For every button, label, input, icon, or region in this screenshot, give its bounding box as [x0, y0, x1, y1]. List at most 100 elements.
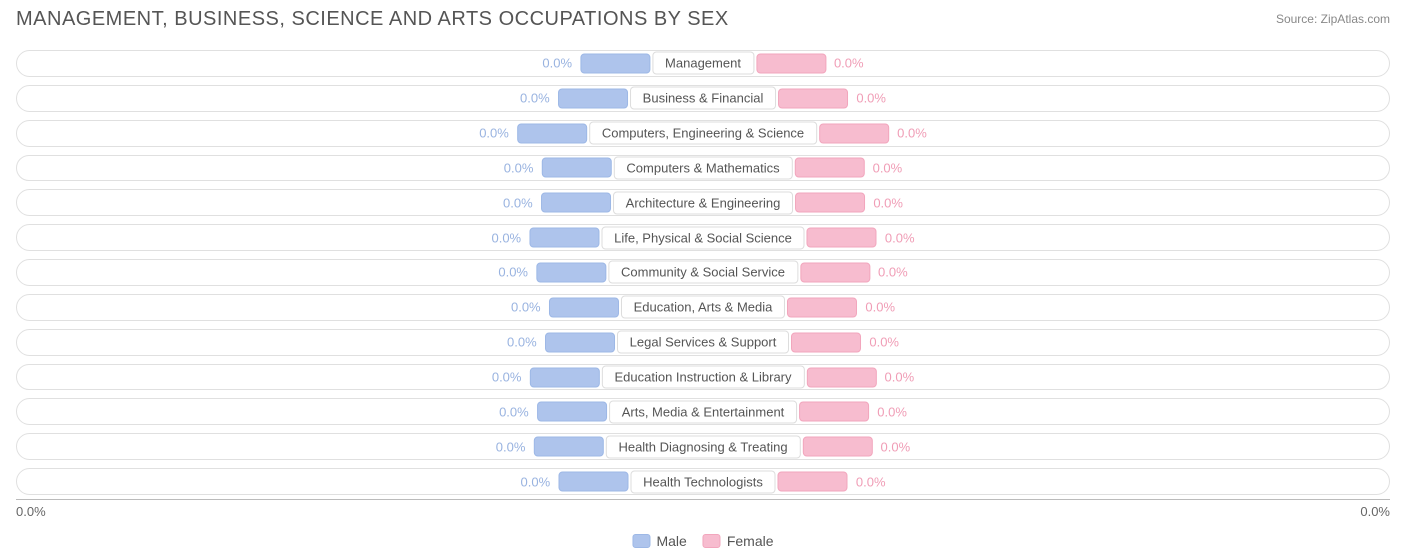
axis-label-right: 0.0% [1360, 504, 1390, 519]
male-bar [558, 472, 628, 492]
female-value: 0.0% [848, 91, 894, 106]
female-value: 0.0% [873, 439, 919, 454]
category-label: Legal Services & Support [617, 331, 790, 354]
row-track: 0.0% Architecture & Engineering 0.0% [16, 189, 1390, 216]
male-value: 0.0% [491, 404, 537, 419]
male-bar [529, 228, 599, 248]
female-bar [791, 332, 861, 352]
male-value: 0.0% [499, 335, 545, 350]
female-bar [795, 158, 865, 178]
row-center-group: 0.0% Arts, Media & Entertainment 0.0% [491, 400, 915, 423]
row-center-group: 0.0% Health Technologists 0.0% [512, 470, 893, 493]
legend: Male Female [632, 533, 773, 549]
male-bar [517, 123, 587, 143]
male-bar [541, 158, 611, 178]
female-value: 0.0% [877, 370, 923, 385]
row-center-group: 0.0% Life, Physical & Social Science 0.0% [483, 226, 922, 249]
row-center-group: 0.0% Computers, Engineering & Science 0.0% [471, 122, 935, 145]
female-value: 0.0% [870, 265, 916, 280]
source-label: Source: [1276, 12, 1317, 26]
row-center-group: 0.0% Education, Arts & Media 0.0% [503, 296, 903, 319]
row-track: 0.0% Health Technologists 0.0% [16, 468, 1390, 495]
female-value: 0.0% [869, 404, 915, 419]
female-bar [756, 53, 826, 73]
female-value: 0.0% [848, 474, 894, 489]
row-track: 0.0% Education Instruction & Library 0.0% [16, 364, 1390, 391]
row-center-group: 0.0% Health Diagnosing & Treating 0.0% [488, 435, 918, 458]
source-attribution: Source: ZipAtlas.com [1276, 12, 1390, 26]
female-bar [819, 123, 889, 143]
x-axis: 0.0% 0.0% [16, 499, 1390, 519]
category-label: Health Diagnosing & Treating [605, 435, 800, 458]
category-label: Education, Arts & Media [621, 296, 786, 319]
male-bar [580, 53, 650, 73]
row-center-group: 0.0% Architecture & Engineering 0.0% [495, 191, 911, 214]
female-bar [807, 367, 877, 387]
row-track: 0.0%Management0.0% [16, 50, 1390, 77]
male-bar [529, 367, 599, 387]
row-track: 0.0% Health Diagnosing & Treating 0.0% [16, 433, 1390, 460]
female-value: 0.0% [865, 195, 911, 210]
row-track: 0.0%Computers & Mathematics0.0% [16, 155, 1390, 182]
male-value: 0.0% [484, 370, 530, 385]
row-center-group: 0.0%Management0.0% [534, 52, 871, 75]
male-value: 0.0% [503, 300, 549, 315]
male-bar [558, 88, 628, 108]
male-value: 0.0% [490, 265, 536, 280]
male-bar [545, 332, 615, 352]
male-value: 0.0% [488, 439, 534, 454]
swatch-male-icon [632, 534, 650, 548]
row-track: 0.0% Arts, Media & Entertainment 0.0% [16, 398, 1390, 425]
row-track: 0.0% Computers, Engineering & Science 0.0% [16, 120, 1390, 147]
female-bar [787, 297, 857, 317]
category-label: Arts, Media & Entertainment [609, 400, 798, 423]
row-track: 0.0% Community & Social Service 0.0% [16, 259, 1390, 286]
category-label: Health Technologists [630, 470, 776, 493]
male-value: 0.0% [534, 56, 580, 71]
male-bar [536, 262, 606, 282]
row-center-group: 0.0%Legal Services & Support0.0% [499, 331, 907, 354]
legend-item-female: Female [703, 533, 774, 549]
category-label: Computers, Engineering & Science [589, 122, 817, 145]
source-site: ZipAtlas.com [1321, 12, 1390, 26]
female-bar [778, 472, 848, 492]
female-bar [799, 402, 869, 422]
male-value: 0.0% [471, 126, 517, 141]
category-label: Life, Physical & Social Science [601, 226, 805, 249]
axis-label-left: 0.0% [16, 504, 46, 519]
male-bar [537, 402, 607, 422]
male-value: 0.0% [496, 160, 542, 175]
male-bar [541, 193, 611, 213]
row-center-group: 0.0%Computers & Mathematics0.0% [496, 156, 910, 179]
category-label: Education Instruction & Library [601, 366, 804, 389]
chart-area: 0.0% Management 0.0% 0.0% Business & Financi… [16, 50, 1390, 519]
female-value: 0.0% [857, 300, 903, 315]
male-bar [533, 437, 603, 457]
swatch-female-icon [703, 534, 721, 548]
male-value: 0.0% [512, 91, 558, 106]
category-label: Business & Financial [630, 87, 777, 110]
category-label: Management [652, 52, 754, 75]
female-value: 0.0% [889, 126, 935, 141]
row-center-group: 0.0% Community & Social Service 0.0% [490, 261, 915, 284]
row-track: 0.0% Business & Financial 0.0% [16, 85, 1390, 112]
legend-label-female: Female [727, 533, 774, 549]
row-center-group: 0.0% Business & Financial 0.0% [512, 87, 894, 110]
category-label: Computers & Mathematics [613, 156, 792, 179]
row-center-group: 0.0% Education Instruction & Library 0.0% [484, 366, 922, 389]
legend-item-male: Male [632, 533, 686, 549]
female-bar [795, 193, 865, 213]
male-value: 0.0% [495, 195, 541, 210]
female-bar [803, 437, 873, 457]
male-value: 0.0% [483, 230, 529, 245]
female-bar [800, 262, 870, 282]
male-value: 0.0% [512, 474, 558, 489]
female-value: 0.0% [877, 230, 923, 245]
row-track: 0.0% Education, Arts & Media 0.0% [16, 294, 1390, 321]
row-track: 0.0%Legal Services & Support0.0% [16, 329, 1390, 356]
category-label: Community & Social Service [608, 261, 798, 284]
category-label: Architecture & Engineering [613, 191, 794, 214]
male-bar [549, 297, 619, 317]
female-bar [807, 228, 877, 248]
row-track: 0.0% Life, Physical & Social Science 0.0% [16, 224, 1390, 251]
